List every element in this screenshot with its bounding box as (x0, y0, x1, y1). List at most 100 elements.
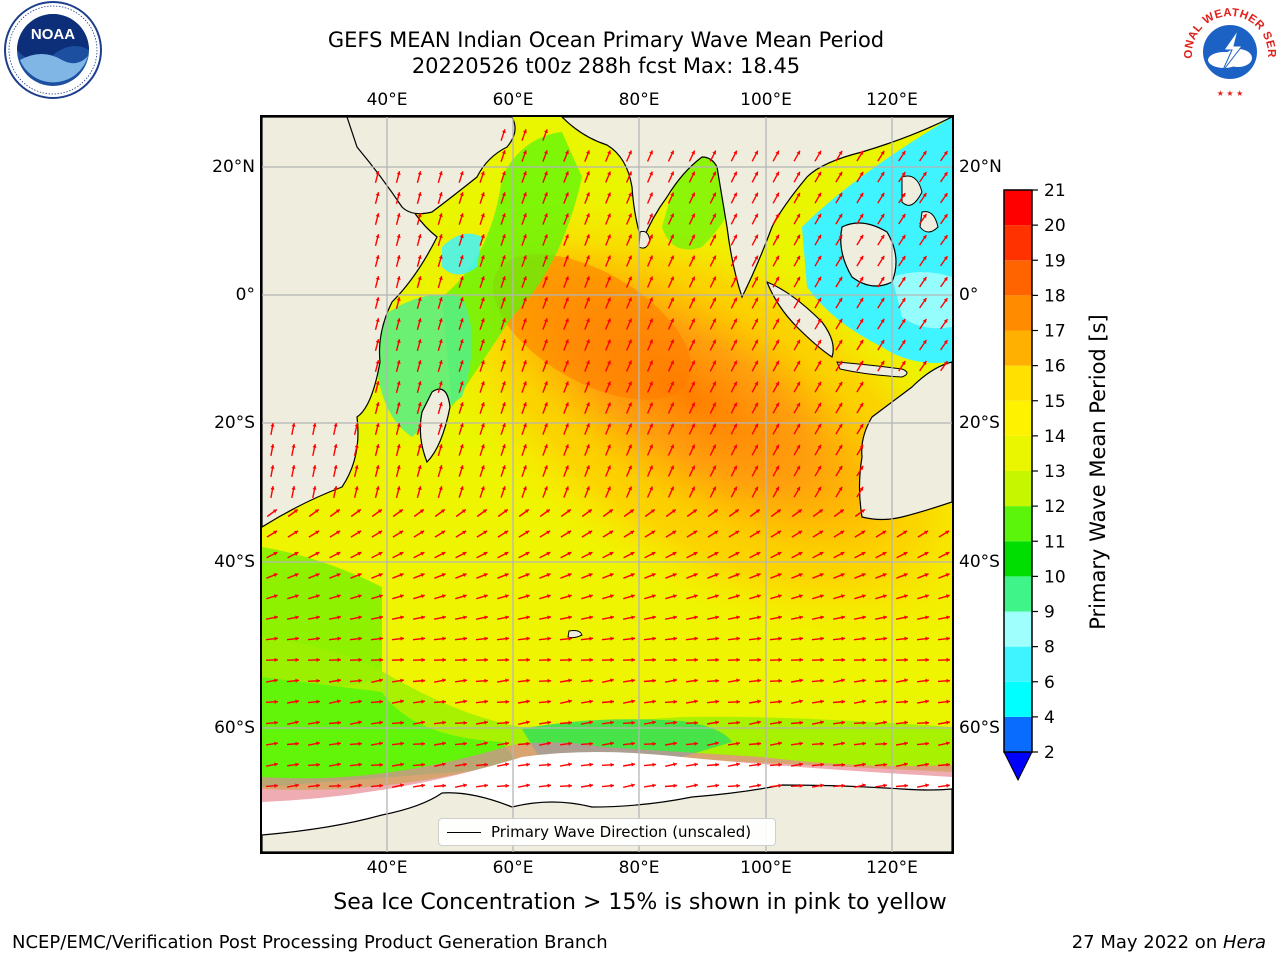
wave-vector-head (337, 636, 341, 641)
wave-vector-head (565, 213, 569, 218)
wave-vector-head (378, 552, 383, 556)
wave-vector-head (799, 657, 803, 662)
wave-vector-head (712, 276, 716, 281)
wave-vector-head (438, 402, 443, 407)
wave-vector-head (399, 552, 404, 556)
wave-vector-head (672, 573, 677, 577)
wave-vector-head (484, 657, 488, 662)
wave-vector-head (735, 552, 740, 556)
wave-vector-head (480, 360, 485, 365)
wave-vector-head (526, 720, 530, 725)
wave-vector-head (544, 297, 548, 302)
wave-vector-head (922, 340, 927, 344)
colorbar-block (1004, 295, 1032, 331)
wave-vector-head (567, 573, 572, 577)
wave-vector-head (946, 783, 950, 788)
wave-vector-head (459, 276, 464, 281)
wave-vector-head (316, 678, 320, 683)
wave-vector-head (400, 657, 404, 662)
lat-label-right: 60°S (959, 718, 1000, 738)
wave-vector-head (670, 213, 674, 218)
wave-vector-head (883, 699, 887, 704)
wave-vector-head (819, 594, 824, 599)
map-panel[interactable] (260, 115, 954, 854)
wave-vector-head (586, 297, 590, 302)
wave-vector-head (838, 213, 843, 218)
wave-vector-head (547, 762, 551, 767)
wave-vector-head (421, 720, 425, 725)
wave-vector-head (315, 530, 320, 535)
wave-vector-head (421, 783, 425, 788)
indonesian-seas-region (892, 272, 952, 329)
wave-vector-head (608, 509, 613, 514)
wave-vector-head (946, 741, 950, 746)
wave-vector-head (337, 699, 341, 704)
wave-vector-head (775, 297, 779, 302)
wave-vector-head (631, 636, 635, 641)
wave-vector-head (880, 192, 885, 197)
wave-vector-head (943, 319, 948, 324)
wave-vector-head (631, 762, 635, 767)
wave-vector-head (796, 339, 801, 344)
wave-vector-head (316, 783, 320, 788)
wave-vector-head (607, 213, 611, 218)
wave-vector-head (859, 192, 864, 197)
wave-vector-head (694, 741, 698, 746)
wave-vector-head (417, 318, 422, 323)
wave-vector-head (628, 255, 632, 260)
wave-vector-head (838, 234, 843, 239)
wave-vector-head (670, 402, 674, 407)
wave-vector-head (755, 509, 760, 514)
wave-vector-head (736, 783, 740, 788)
wave-vector-head (438, 444, 443, 449)
wave-vector-head (673, 699, 677, 704)
wave-vector-head (757, 699, 761, 704)
wave-vector-head (586, 255, 590, 260)
wave-vector-head (649, 423, 653, 428)
wave-vector-head (628, 213, 632, 218)
wave-vector-head (568, 678, 572, 683)
wave-vector-head (775, 213, 779, 218)
wave-vector-head (462, 573, 467, 577)
wave-vector-head (652, 699, 656, 704)
wave-vector-head (565, 192, 569, 197)
wave-vector-head (607, 276, 611, 281)
wave-vector-head (379, 720, 383, 725)
colorbar-tick-label: 19 (1044, 251, 1066, 271)
wave-vector-head (943, 361, 948, 366)
wave-vector-head (379, 615, 383, 620)
wave-vector-head (841, 699, 845, 704)
wave-vector-head (610, 762, 614, 767)
wave-vector-head (880, 234, 885, 239)
wave-vector-head (733, 276, 737, 281)
wave-vector-head (607, 234, 611, 239)
lat-label-right: 40°S (959, 552, 1000, 572)
wave-vector-head (314, 509, 319, 514)
wave-vector-head (649, 402, 653, 407)
wave-vector-head (270, 444, 275, 448)
wave-vector-head (400, 720, 404, 725)
wave-vector-head (544, 360, 548, 365)
wave-vector-head (838, 381, 843, 386)
wave-vector-head (274, 699, 278, 704)
wave-vector-head (736, 741, 740, 746)
wave-vector-head (652, 762, 656, 767)
wave-vector-head (796, 465, 801, 470)
australia-landmass (858, 361, 952, 521)
wave-vector-head (631, 741, 635, 746)
wave-vector-head (799, 699, 803, 704)
wave-vector-head (547, 678, 551, 683)
wave-vector-head (796, 213, 801, 218)
lon-label-top: 100°E (740, 90, 792, 110)
wave-vector-head (291, 486, 296, 490)
wave-vector-head (901, 214, 906, 218)
colorbar-tick-label: 6 (1044, 673, 1055, 693)
wave-vector-head (652, 615, 656, 620)
wave-vector-head (838, 444, 843, 449)
wave-vector-head (650, 509, 655, 514)
wave-vector-head (670, 444, 674, 449)
wave-vector-head (417, 192, 422, 197)
wave-vector-head (420, 530, 425, 535)
wave-vector-head (631, 720, 635, 725)
wave-vector-head (670, 465, 674, 470)
